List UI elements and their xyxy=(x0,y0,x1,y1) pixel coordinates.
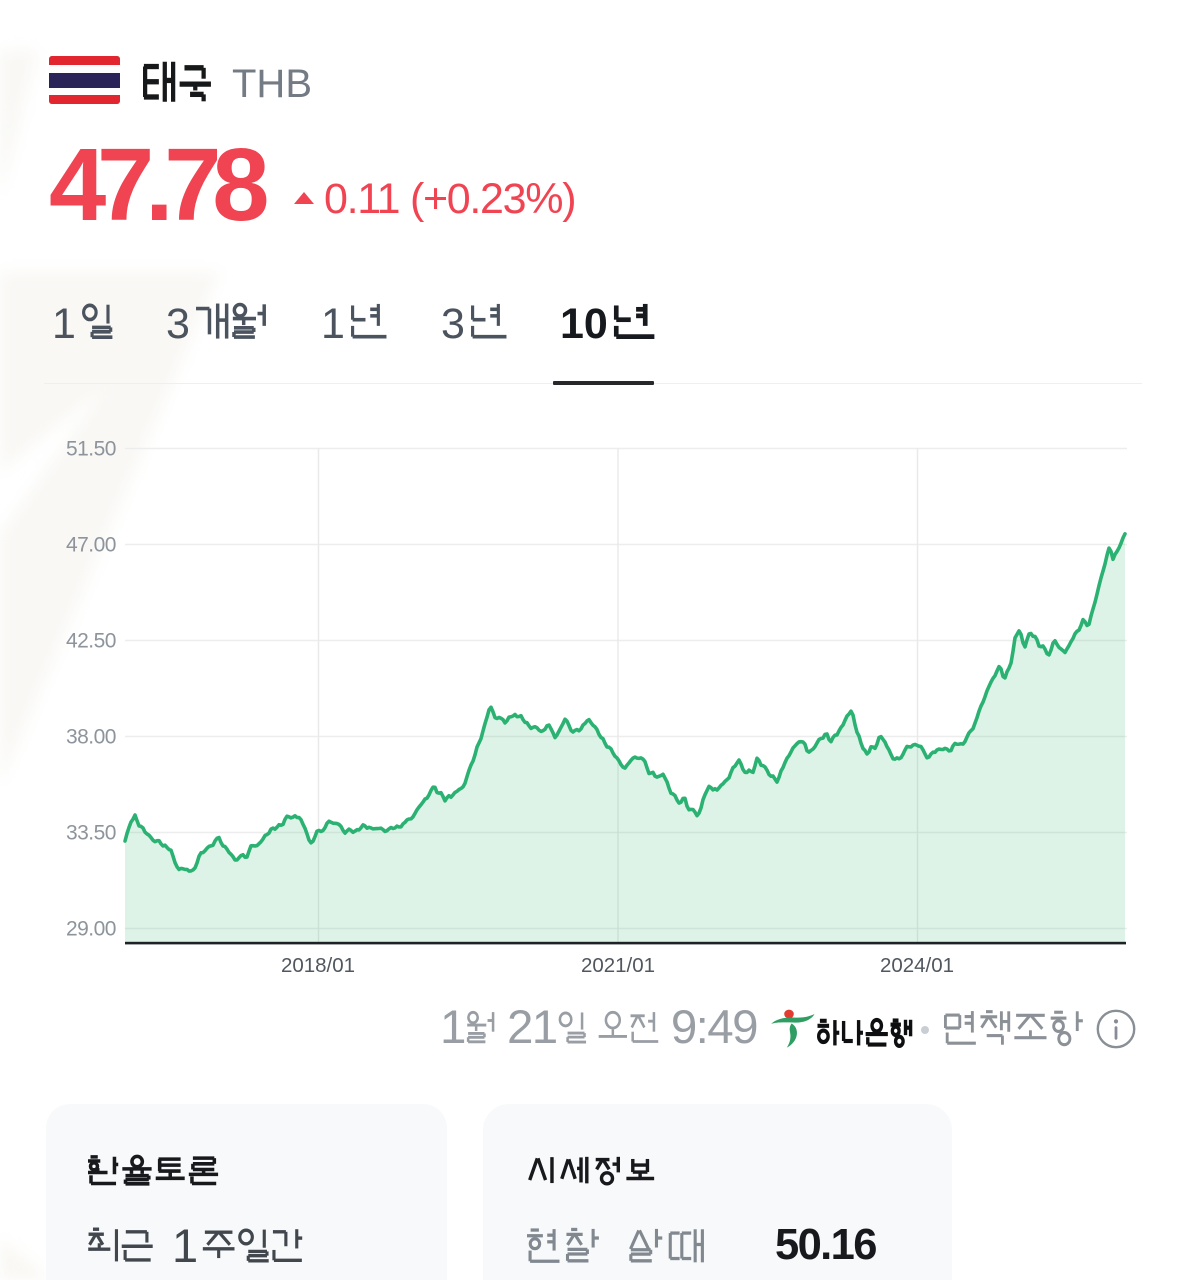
svg-text:42.50: 42.50 xyxy=(66,630,116,653)
svg-text:33.50: 33.50 xyxy=(66,822,116,845)
svg-text:38.00: 38.00 xyxy=(66,726,116,749)
svg-text:29.00: 29.00 xyxy=(66,918,116,941)
svg-text:1: 1 xyxy=(172,1219,198,1266)
svg-text:9:49: 9:49 xyxy=(671,1001,757,1047)
svg-text:2024/01: 2024/01 xyxy=(880,954,954,977)
svg-text:51.50: 51.50 xyxy=(66,438,116,461)
svg-text:1: 1 xyxy=(321,300,345,342)
svg-text:1: 1 xyxy=(52,300,76,342)
svg-text:2021/01: 2021/01 xyxy=(581,954,655,977)
svg-text:21: 21 xyxy=(507,1001,557,1047)
svg-text:2018/01: 2018/01 xyxy=(281,954,355,977)
svg-text:10: 10 xyxy=(560,300,608,342)
svg-text:47.00: 47.00 xyxy=(66,534,116,557)
svg-text:1: 1 xyxy=(440,1001,465,1047)
svg-text:3: 3 xyxy=(441,300,465,342)
svg-text:3: 3 xyxy=(166,300,190,342)
